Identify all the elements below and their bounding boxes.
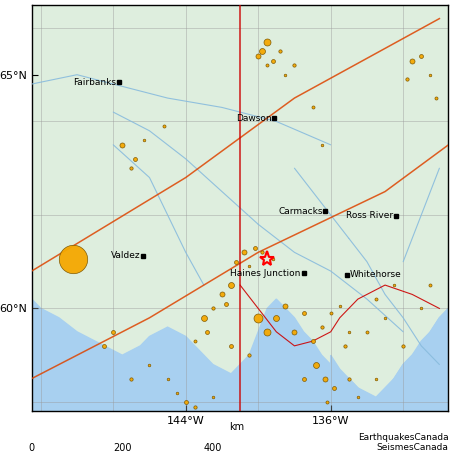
Point — [131, 155, 139, 163]
Text: 0: 0 — [29, 443, 35, 453]
Point — [309, 338, 316, 345]
Point — [160, 122, 168, 130]
Point — [119, 141, 126, 149]
Point — [227, 342, 235, 350]
Point — [318, 324, 325, 331]
Point — [140, 137, 148, 144]
Point — [291, 62, 298, 69]
Text: EarthquakesCanada
SeismesCanada: EarthquakesCanada SeismesCanada — [358, 433, 448, 452]
Point — [246, 351, 253, 359]
Text: 200: 200 — [113, 443, 131, 453]
Point — [246, 263, 253, 270]
Point — [427, 282, 434, 289]
Point — [336, 303, 343, 310]
Point — [427, 71, 434, 78]
Point — [258, 249, 265, 256]
Point — [227, 282, 235, 289]
Point — [418, 53, 425, 60]
Point — [251, 244, 258, 251]
Text: Ross River: Ross River — [346, 212, 393, 220]
Point — [372, 295, 380, 303]
Point — [128, 375, 135, 382]
Point — [322, 375, 329, 382]
Text: Carmacks: Carmacks — [278, 207, 323, 216]
Point — [432, 95, 439, 102]
Point — [282, 303, 289, 310]
Polygon shape — [331, 308, 448, 411]
Point — [276, 48, 284, 55]
Point — [146, 361, 153, 368]
Point — [300, 309, 307, 317]
Point — [191, 403, 198, 410]
Point — [342, 342, 349, 350]
Point — [390, 282, 398, 289]
Point — [264, 328, 271, 335]
Point — [381, 314, 389, 321]
Point — [110, 328, 117, 335]
Point — [323, 399, 331, 406]
Point — [269, 256, 276, 263]
Point — [264, 38, 271, 46]
Point — [255, 314, 262, 321]
Point — [345, 375, 352, 382]
Point — [400, 342, 407, 350]
Point — [300, 375, 307, 382]
Text: Fairbanks: Fairbanks — [73, 78, 116, 87]
Point — [240, 249, 247, 256]
Point — [191, 338, 198, 345]
Point — [269, 57, 276, 64]
Point — [255, 53, 262, 60]
Point — [282, 71, 289, 78]
Point — [209, 393, 217, 401]
Text: Whitehorse: Whitehorse — [350, 270, 401, 279]
Point — [233, 258, 240, 266]
Point — [345, 328, 352, 335]
Point — [182, 399, 189, 406]
Point — [327, 309, 334, 317]
Point — [318, 141, 325, 149]
Point — [409, 57, 416, 64]
Point — [173, 389, 180, 396]
Text: 400: 400 — [204, 443, 222, 453]
Point — [258, 48, 265, 55]
Point — [291, 328, 298, 335]
Point — [331, 384, 338, 392]
Text: Dawson: Dawson — [236, 114, 271, 122]
Point — [209, 305, 217, 312]
Point — [403, 76, 410, 83]
Text: Haines Junction: Haines Junction — [231, 269, 301, 278]
Point — [264, 62, 271, 69]
Point — [222, 300, 229, 308]
Point — [101, 342, 108, 350]
Point — [313, 361, 320, 368]
Point — [354, 393, 361, 401]
Text: km: km — [229, 422, 244, 432]
Point — [218, 291, 226, 298]
Point — [70, 256, 77, 263]
Point — [128, 165, 135, 172]
Point — [200, 314, 207, 321]
Point — [309, 104, 316, 111]
Polygon shape — [32, 299, 448, 411]
Point — [418, 305, 425, 312]
Point — [273, 314, 280, 321]
Point — [363, 328, 371, 335]
Text: Valdez: Valdez — [111, 251, 140, 260]
Point — [204, 328, 211, 335]
Point — [164, 375, 171, 382]
Point — [372, 375, 380, 382]
